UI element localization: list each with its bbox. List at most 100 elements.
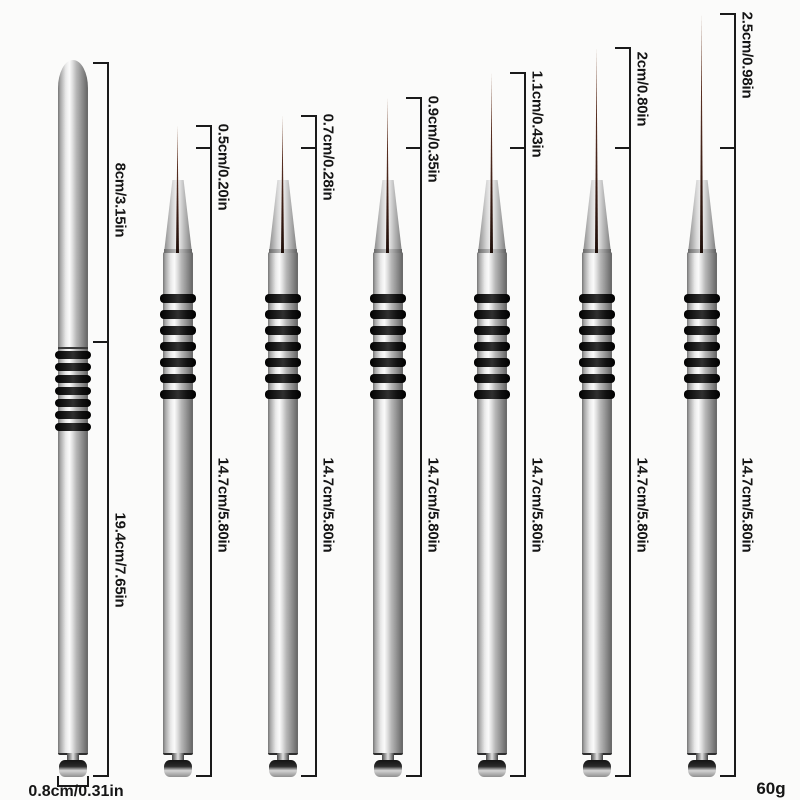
dimension-line (107, 62, 109, 777)
end-cap (164, 760, 192, 777)
dimension-tick (301, 115, 316, 117)
grip-ring (160, 374, 196, 383)
dimension-line (524, 72, 526, 777)
pen-barrel (58, 60, 88, 755)
dimension-elbow (615, 775, 630, 777)
barrel-seam (58, 347, 88, 349)
grip-ring (370, 342, 406, 351)
grip-ring (55, 411, 91, 419)
grip-ring (160, 358, 196, 367)
brush-handle (163, 252, 193, 755)
end-cap-stem (172, 753, 184, 762)
end-cap (478, 760, 506, 777)
tip-length-label: 0.5cm/0.20in (214, 123, 232, 211)
grip-ring (370, 358, 406, 367)
grip-ring (474, 358, 510, 367)
grip-ring (160, 294, 196, 303)
grip-ring (160, 342, 196, 351)
end-cap-stem (277, 753, 289, 762)
tip-length-label: 8cm/3.15in (111, 162, 129, 238)
body-length-label: 14.7cm/5.80in (214, 457, 232, 553)
brush-handle (268, 252, 298, 755)
grip-ring (265, 358, 301, 367)
dimension-tick (406, 97, 421, 99)
grip-ring (160, 310, 196, 319)
weight-label: 60g (756, 779, 786, 798)
grip-ring (370, 326, 406, 335)
dimension-tick (301, 147, 316, 149)
grip-ring (370, 294, 406, 303)
body-length-label: 14.7cm/5.80in (528, 457, 546, 553)
grip-ring (55, 351, 91, 359)
end-cap-stem (382, 753, 394, 762)
dimension-tick (720, 13, 735, 15)
end-cap (269, 760, 297, 777)
grip-ring (55, 363, 91, 371)
dimension-tick (406, 147, 421, 149)
body-length-label: 14.7cm/5.80in (424, 457, 442, 553)
dimension-elbow (510, 775, 525, 777)
grip-ring (265, 326, 301, 335)
end-cap-stem (696, 753, 708, 762)
dimension-tick (196, 147, 211, 149)
body-length-label: 14.7cm/5.80in (633, 457, 651, 553)
grip-ring (265, 310, 301, 319)
grip-ring (55, 423, 91, 431)
dimension-tick (510, 72, 525, 74)
dimension-elbow (406, 775, 421, 777)
grip-ring (370, 374, 406, 383)
grip-ring (684, 310, 720, 319)
brush-bristle (386, 97, 389, 253)
dimension-tick (196, 125, 211, 127)
tip-length-label: 0.9cm/0.35in (424, 95, 442, 183)
brush-bristle (595, 47, 598, 253)
grip-ring (160, 390, 196, 399)
dimension-line (629, 47, 631, 777)
tip-length-label: 2cm/0.80in (633, 51, 651, 127)
brush-handle (477, 252, 507, 755)
dimension-tick (615, 147, 630, 149)
grip-ring (579, 358, 615, 367)
grip-ring (55, 375, 91, 383)
grip-ring (474, 294, 510, 303)
end-cap (688, 760, 716, 777)
grip-ring (265, 294, 301, 303)
body-length-label: 14.7cm/5.80in (319, 457, 337, 553)
grip-ring (579, 310, 615, 319)
brush-handle (582, 252, 612, 755)
grip-ring (55, 399, 91, 407)
end-cap-stem (591, 753, 603, 762)
brush-bristle (281, 115, 284, 253)
base-width-bracket (57, 776, 59, 787)
end-cap-stem (486, 753, 498, 762)
grip-ring (684, 326, 720, 335)
grip-ring (370, 310, 406, 319)
grip-ring (265, 342, 301, 351)
brush-handle (373, 252, 403, 755)
grip-ring (474, 390, 510, 399)
grip-ring (579, 374, 615, 383)
grip-ring (474, 326, 510, 335)
dimension-elbow (196, 775, 211, 777)
grip-ring (160, 326, 196, 335)
grip-ring (370, 390, 406, 399)
tip-length-label: 0.7cm/0.28in (319, 113, 337, 201)
end-cap-stem (67, 753, 79, 762)
grip-ring (684, 342, 720, 351)
grip-ring (579, 390, 615, 399)
brush-bristle (490, 72, 493, 253)
grip-ring (55, 387, 91, 395)
brush-handle (687, 252, 717, 755)
dimension-line (210, 125, 212, 777)
grip-ring (265, 390, 301, 399)
dimension-tick (93, 62, 108, 64)
grip-ring (579, 342, 615, 351)
brush-bristle (176, 125, 179, 253)
dimension-tick (510, 147, 525, 149)
brush-bristle (700, 13, 703, 253)
grip-ring (474, 374, 510, 383)
grip-ring (684, 358, 720, 367)
grip-ring (684, 390, 720, 399)
